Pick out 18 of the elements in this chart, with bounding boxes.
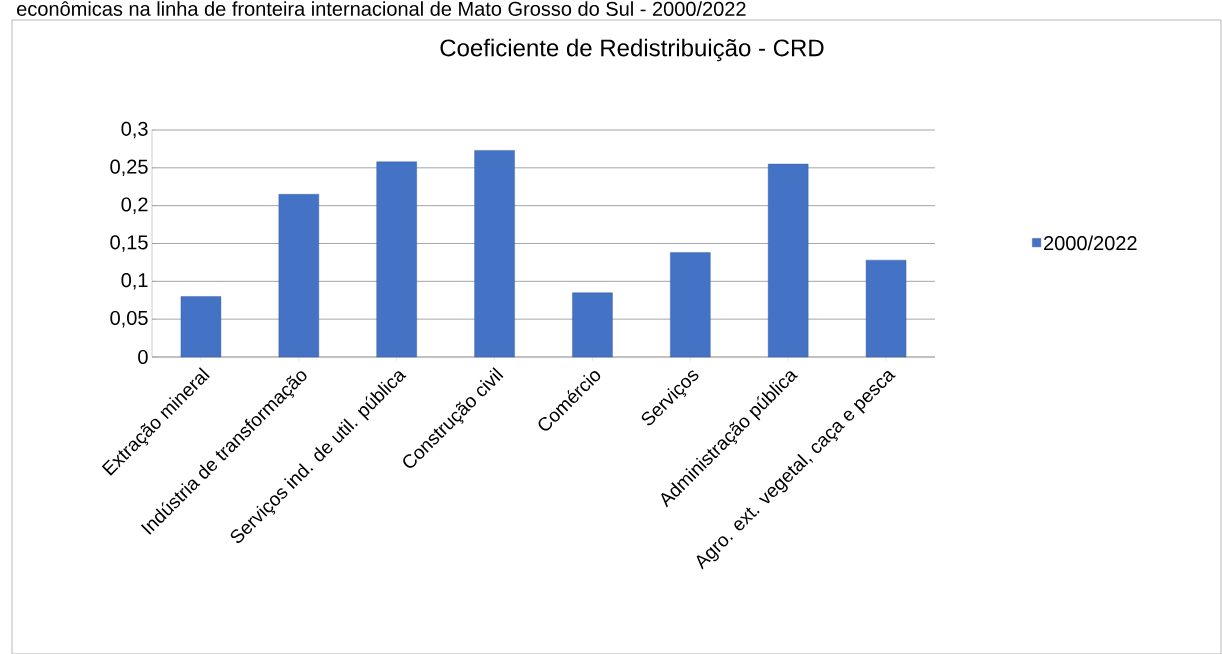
- y-tick-label: 0,25: [110, 159, 148, 177]
- bar: [670, 252, 711, 358]
- y-tick-label: 0,1: [121, 273, 148, 290]
- text: econômicas na linha de fronteira internacional de Mato Grosso do Sul - 2000/2022: [17, 1, 746, 16]
- y-tick-label: 0,15: [110, 235, 148, 252]
- bar: [767, 163, 809, 358]
- bar: [376, 161, 417, 358]
- bar: [865, 259, 907, 358]
- bar: [278, 194, 320, 358]
- y-tick-label: 0,05: [110, 310, 148, 328]
- y-tick-label: 0,2: [121, 197, 148, 214]
- bar: [180, 296, 222, 358]
- bar: [572, 292, 613, 358]
- y-tick-label: 0: [138, 349, 148, 365]
- chart-title: Coeficiente de Redistribuição - CRD: [440, 38, 824, 62]
- legend-label: 2000/2022: [1044, 235, 1137, 251]
- y-tick-label: 0,3: [121, 121, 148, 139]
- bar: [474, 150, 515, 358]
